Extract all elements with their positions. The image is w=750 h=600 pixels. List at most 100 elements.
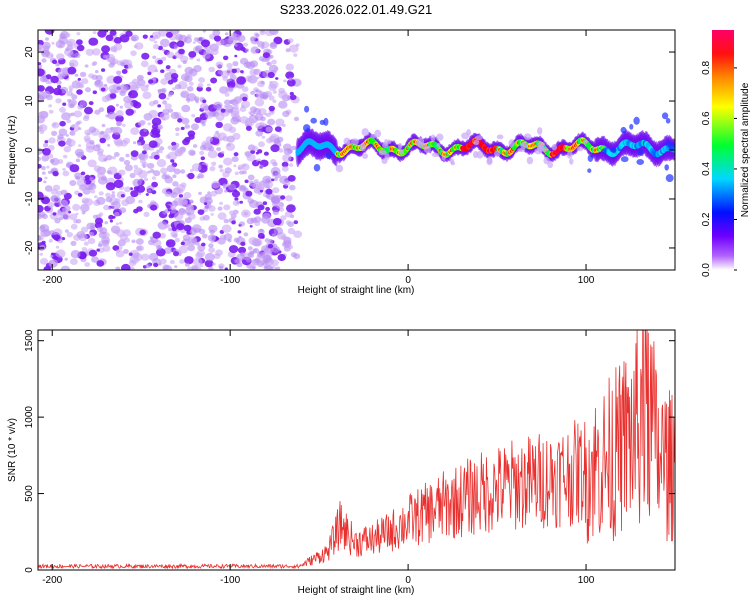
- noise-blob: [170, 30, 180, 35]
- noise-blob: [77, 192, 83, 197]
- noise-blob: [136, 206, 143, 212]
- noise-blob: [285, 220, 291, 225]
- noise-blob: [208, 66, 215, 73]
- noise-blob: [160, 69, 165, 73]
- noise-blob: [38, 191, 44, 200]
- noise-blob: [119, 157, 125, 162]
- noise-blob: [152, 231, 161, 239]
- noise-blob: [169, 207, 177, 214]
- noise-blob: [133, 167, 143, 176]
- noise-blob: [70, 258, 78, 266]
- noise-blob: [234, 171, 239, 176]
- noise-blob: [92, 144, 101, 152]
- noise-blob: [64, 257, 68, 261]
- noise-blob: [224, 32, 229, 36]
- noise-blob: [271, 59, 277, 65]
- noise-blob: [48, 239, 53, 243]
- noise-blob: [164, 223, 171, 229]
- noise-blob: [41, 58, 47, 63]
- noise-blob: [251, 265, 256, 269]
- noise-blob: [139, 158, 146, 164]
- noise-blob: [74, 73, 79, 77]
- noise-blob: [287, 38, 294, 43]
- noise-blob: [131, 239, 136, 244]
- noise-blob: [242, 96, 248, 102]
- noise-blob: [39, 75, 48, 83]
- noise-blob: [121, 263, 131, 270]
- noise-blob: [283, 79, 287, 83]
- noise-blob: [84, 198, 94, 206]
- noise-blob: [93, 165, 102, 172]
- noise-blob: [180, 126, 185, 131]
- noise-blob: [281, 161, 289, 168]
- side-blob: [668, 142, 675, 150]
- noise-blob: [85, 145, 95, 153]
- snr-frame: [37, 329, 676, 571]
- noise-blob: [194, 117, 202, 123]
- noise-blob: [44, 176, 48, 180]
- noise-blob: [223, 218, 229, 224]
- noise-blob: [223, 204, 231, 211]
- noise-blob: [222, 136, 229, 142]
- noise-blob: [162, 172, 167, 176]
- noise-blob: [228, 86, 234, 91]
- noise-blob: [117, 239, 126, 247]
- noise-blob: [132, 178, 142, 187]
- noise-blob: [291, 145, 297, 151]
- noise-blob: [137, 75, 143, 81]
- noise-blob: [283, 148, 292, 155]
- noise-blob: [76, 231, 86, 239]
- noise-blob: [52, 184, 61, 191]
- noise-blob: [263, 182, 270, 188]
- noise-blob: [143, 177, 149, 182]
- noise-blob: [141, 52, 150, 60]
- noise-blob: [124, 64, 129, 69]
- noise-blob: [130, 50, 137, 56]
- noise-blob: [68, 85, 74, 90]
- noise-blob: [277, 253, 286, 262]
- noise-blob: [236, 76, 247, 85]
- noise-blob: [89, 177, 95, 182]
- noise-blob: [121, 123, 126, 127]
- noise-blob: [175, 132, 180, 136]
- noise-blob: [288, 77, 293, 81]
- noise-blob: [278, 148, 284, 153]
- noise-blob: [210, 77, 218, 84]
- noise-blob: [75, 175, 80, 180]
- noise-blob: [133, 101, 142, 109]
- noise-blob: [212, 30, 221, 37]
- noise-blob: [38, 85, 45, 92]
- noise-blob: [263, 179, 270, 184]
- side-blob: [633, 116, 640, 125]
- noise-blob: [44, 140, 49, 144]
- noise-blob: [49, 158, 55, 164]
- noise-blob: [170, 230, 178, 238]
- noise-blob: [153, 100, 159, 105]
- noise-blob: [289, 94, 297, 101]
- noise-blob: [174, 212, 184, 221]
- noise-blob: [48, 259, 58, 268]
- side-blob: [523, 133, 532, 141]
- noise-blob: [280, 195, 286, 200]
- noise-blob: [283, 180, 291, 186]
- colorbar-gradient: [712, 30, 734, 270]
- noise-blob: [88, 37, 99, 46]
- noise-blob: [66, 138, 73, 144]
- noise-blob: [241, 209, 251, 218]
- noise-blob: [145, 263, 151, 269]
- noise-blob: [119, 34, 130, 43]
- noise-blob: [184, 124, 191, 129]
- noise-blob: [231, 68, 237, 74]
- noise-blob: [229, 210, 235, 215]
- noise-blob: [286, 79, 296, 87]
- noise-blob: [257, 41, 265, 48]
- noise-blob: [60, 265, 71, 270]
- noise-blob: [121, 69, 128, 74]
- side-blob: [397, 142, 403, 150]
- noise-blob: [286, 204, 296, 213]
- noise-blob: [179, 259, 185, 264]
- side-blob: [474, 135, 483, 141]
- noise-blob: [39, 258, 49, 265]
- noise-blob: [293, 220, 298, 225]
- noise-blob: [168, 227, 173, 232]
